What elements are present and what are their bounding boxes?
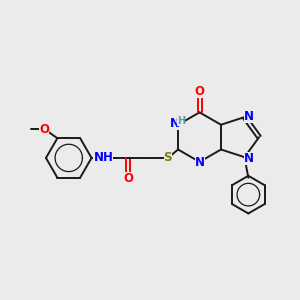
Text: N: N xyxy=(244,152,254,165)
Text: O: O xyxy=(123,172,133,185)
Text: O: O xyxy=(194,85,205,98)
Text: O: O xyxy=(39,123,50,136)
Text: H: H xyxy=(177,116,185,126)
Text: NH: NH xyxy=(94,152,113,164)
Text: N: N xyxy=(194,156,205,170)
Text: N: N xyxy=(170,117,180,130)
Text: S: S xyxy=(164,152,172,164)
Text: N: N xyxy=(244,110,254,123)
